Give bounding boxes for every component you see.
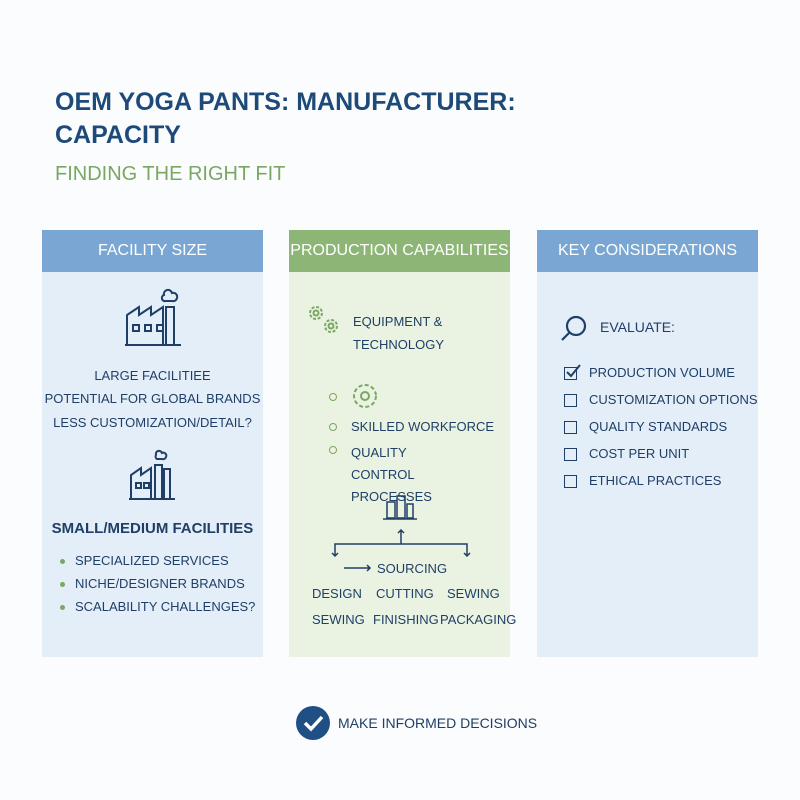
bullet (329, 423, 337, 431)
facility-panel: FACILITY SIZE LARGE FACILITIEE POTENTIAL… (42, 230, 263, 657)
checklist-item: CUSTOMIZATION OPTIONS (589, 392, 758, 407)
capability-item: SKILLED WORKFORCE (351, 419, 495, 434)
gears-icon (309, 306, 338, 333)
checkbox (564, 421, 577, 434)
check-path (566, 364, 581, 378)
large-line: LARGE FACILITIEE (94, 368, 211, 383)
flow-step: CUTTING (376, 586, 434, 601)
panel-header: PRODUCTION CAPABILITIES (289, 230, 510, 272)
panel-header: FACILITY SIZE (42, 230, 263, 272)
checklist-item: QUALITY STANDARDS (589, 419, 728, 434)
bullet (329, 446, 337, 454)
flow-step: SEWING (447, 586, 500, 601)
flow-step: DESIGN (312, 586, 362, 601)
flow-top: SOURCING (377, 561, 448, 576)
bullet (329, 393, 337, 401)
flow-step: FINISHING (373, 612, 439, 627)
checklist-item: PRODUCTION VOLUME (589, 365, 735, 380)
small-item: NICHE/DESIGNER BRANDS (75, 576, 245, 591)
bullet (60, 582, 65, 587)
footer-text: MAKE INFORMED DECISIONS (338, 715, 538, 731)
factory-icon (125, 288, 181, 346)
small-title: SMALL/MEDIUM FACILITIES (51, 520, 254, 537)
considerations-panel: KEY CONSIDERATIONS EVALUATE: PRODUCTION … (537, 230, 758, 657)
checklist-item: ETHICAL PRACTICES (589, 473, 722, 488)
title: OEM YOGA PANTS: MANUFACTURER: CAPACITY (55, 88, 516, 149)
equipment-label: EQUIPMENT & TECHNOLOGY (353, 314, 445, 352)
subtitle: FINDING THE RIGHT FIT (55, 163, 286, 185)
checkbox (564, 367, 577, 380)
panel-header: KEY CONSIDERATIONS (537, 230, 758, 272)
check-circle-icon (296, 706, 330, 740)
checkbox (564, 394, 577, 407)
check-mark (566, 364, 581, 378)
large-line: POTENTIAL FOR GLOBAL BRANDS (44, 391, 261, 406)
flow-step: PACKAGING (440, 612, 517, 627)
magnifier-icon (561, 315, 587, 341)
production-panel: PRODUCTION CAPABILITIES EQUIPMENT & TECH… (289, 230, 516, 657)
large-line: LESS CUSTOMIZATION/DETAIL? (53, 415, 252, 430)
checklist-item: COST PER UNIT (589, 446, 690, 461)
small-item: SPECIALIZED SERVICES (75, 553, 229, 568)
bullet (60, 559, 65, 564)
checkbox (564, 448, 577, 461)
flow-step: SEWING (312, 612, 365, 627)
capability-item: QUALITY CONTROL PROCESSES (351, 445, 432, 504)
bullet (60, 605, 65, 610)
gear-icon (353, 384, 377, 408)
checkbox (564, 475, 577, 488)
evaluate-label: EVALUATE: (600, 319, 675, 335)
small-item: SCALABILITY CHALLENGES? (75, 599, 256, 614)
flow-diagram (331, 495, 471, 572)
factory-icon (129, 449, 175, 500)
